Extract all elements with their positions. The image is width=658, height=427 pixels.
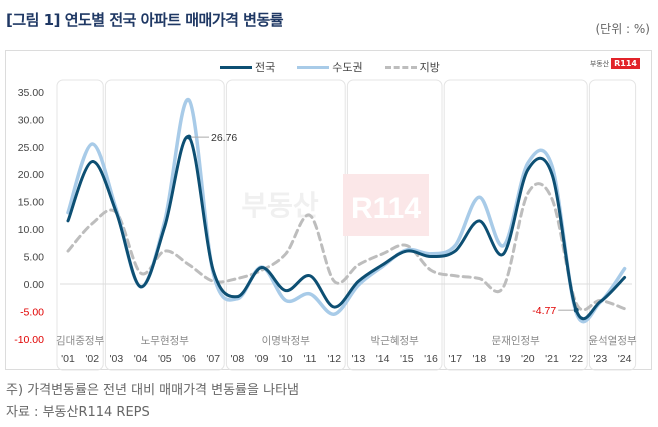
legend-line-capital bbox=[297, 65, 330, 69]
y-tick-label: 10.00 bbox=[18, 224, 44, 236]
watermark-badge bbox=[343, 174, 429, 236]
logo-badge: R114 bbox=[611, 58, 640, 69]
y-tick-label: 20.00 bbox=[18, 169, 44, 181]
legend-line-regional bbox=[384, 65, 417, 69]
figure-title: [그림 1] 연도별 전국 아파트 매매가격 변동률 bbox=[6, 11, 284, 29]
chart-legend: 전국 수도권 지방 bbox=[220, 59, 440, 75]
period-label: 문재인정부 bbox=[492, 335, 541, 347]
brand-logo: 부동산 R114 bbox=[590, 58, 640, 69]
x-tick-label: '20 bbox=[521, 353, 535, 365]
annotation-label: 26.76 bbox=[211, 132, 237, 144]
legend-label: 지방 bbox=[419, 61, 440, 74]
y-tick-label: -5.00 bbox=[20, 306, 44, 318]
x-tick-label: '09 bbox=[255, 353, 269, 365]
x-tick-label: '22 bbox=[569, 353, 583, 365]
x-tick-label: '18 bbox=[473, 353, 487, 365]
footnote: 주) 가격변동률은 전년 대비 매매가격 변동률을 나타냄 bbox=[6, 383, 299, 398]
unit-label: (단위 : %) bbox=[595, 22, 650, 36]
x-tick-label: '24 bbox=[618, 353, 632, 365]
y-tick-label: 5.00 bbox=[24, 252, 45, 264]
x-tick-label: '10 bbox=[279, 353, 293, 365]
watermark-text: 부동산 bbox=[241, 189, 319, 222]
x-tick-label: '15 bbox=[400, 353, 414, 365]
x-tick-label: '01 bbox=[61, 353, 75, 365]
y-tick-label: 30.00 bbox=[18, 114, 44, 126]
y-tick-label: 25.00 bbox=[18, 142, 44, 154]
y-tick-label: 0.00 bbox=[24, 279, 45, 291]
x-tick-label: '02 bbox=[85, 353, 99, 365]
x-tick-label: '13 bbox=[352, 353, 366, 365]
legend-item-regional: 지방 bbox=[384, 59, 440, 75]
period-label: 노무현정부 bbox=[141, 335, 190, 347]
x-tick-label: '14 bbox=[376, 353, 390, 365]
period-panel bbox=[225, 79, 346, 371]
x-tick-label: '16 bbox=[424, 353, 438, 365]
logo-text: 부동산 bbox=[589, 59, 610, 68]
x-tick-label: '21 bbox=[545, 353, 559, 365]
period-panel bbox=[104, 79, 225, 371]
period-label: 김대중정부 bbox=[56, 335, 105, 347]
period-label: 이명박정부 bbox=[262, 335, 311, 347]
x-tick-label: '07 bbox=[206, 353, 220, 365]
legend-item-capital: 수도권 bbox=[297, 59, 363, 75]
period-label: 윤석열정부 bbox=[588, 335, 637, 347]
legend-line-national bbox=[220, 65, 252, 69]
x-tick-label: '23 bbox=[594, 353, 608, 365]
legend-item-national: 전국 bbox=[220, 59, 275, 75]
annotation-marker bbox=[573, 307, 579, 313]
period-panel bbox=[443, 79, 588, 371]
legend-label: 전국 bbox=[255, 61, 276, 74]
period-panel bbox=[588, 79, 637, 371]
series-line-regional bbox=[66, 182, 627, 312]
x-tick-label: '03 bbox=[110, 353, 124, 365]
x-tick-label: '08 bbox=[231, 353, 245, 365]
legend-label: 수도권 bbox=[332, 61, 363, 74]
x-tick-label: '05 bbox=[158, 353, 172, 365]
y-tick-label: 15.00 bbox=[18, 197, 44, 209]
source-note: 자료 : 부동산R114 REPS bbox=[6, 405, 150, 420]
period-panel bbox=[56, 79, 104, 371]
annotation-marker bbox=[186, 134, 192, 140]
x-tick-label: '17 bbox=[448, 353, 462, 365]
y-tick-label: 35.00 bbox=[18, 87, 44, 99]
annotation-label: -4.77 bbox=[532, 305, 556, 317]
x-tick-label: '06 bbox=[182, 353, 196, 365]
y-tick-label: -10.00 bbox=[14, 334, 44, 346]
x-tick-label: '04 bbox=[134, 353, 148, 365]
x-tick-label: '19 bbox=[497, 353, 511, 365]
period-label: 박근혜정부 bbox=[371, 335, 420, 347]
watermark-badge-text: R114 bbox=[351, 192, 421, 225]
series-line-national bbox=[66, 135, 627, 321]
x-tick-label: '11 bbox=[304, 353, 317, 365]
x-tick-label: '12 bbox=[327, 353, 341, 365]
